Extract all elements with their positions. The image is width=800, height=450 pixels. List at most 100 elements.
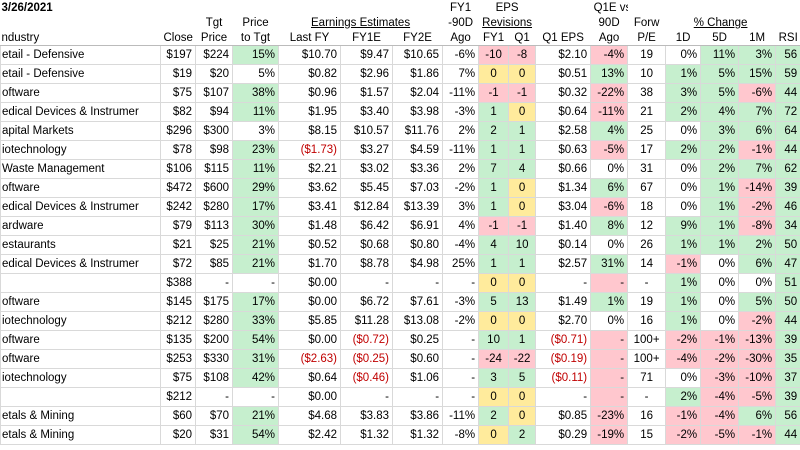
cell: 16: [627, 406, 667, 426]
cell: $1.49: [535, 292, 592, 312]
cell: 0: [508, 387, 537, 407]
cell: 44: [775, 425, 800, 445]
cell: oftware: [0, 292, 161, 312]
cell: 9%: [665, 216, 702, 236]
cell: $280: [195, 311, 234, 331]
cell: $0.00: [278, 330, 342, 350]
cell: $0.14: [535, 235, 592, 255]
cell: $200: [195, 330, 234, 350]
cell: 2%: [665, 140, 702, 160]
cell: 42%: [232, 368, 280, 388]
column-label: FY1: [478, 30, 509, 46]
cell: $300: [195, 121, 234, 141]
cell: $1.57: [340, 83, 394, 103]
cell: 37: [775, 368, 800, 388]
data-row: edical Devices & Instrumer $82 $94 11% $1.95…: [0, 102, 800, 122]
cell: -3%: [442, 102, 480, 122]
data-row: $212- - $0.00- - -0 0- - -2% -4% -5% 39: [0, 387, 800, 407]
cell: $0.60: [392, 349, 444, 369]
cell: $3.83: [340, 406, 394, 426]
cell: -6%: [738, 83, 777, 103]
cell: 16: [627, 311, 667, 331]
cell: 1%: [665, 292, 702, 312]
header-cell: -90D: [448, 16, 474, 29]
data-row: etail - Defensive $197 $224 15% $10.70 $9.47 $…: [0, 45, 800, 65]
cell: -10: [478, 45, 510, 65]
cell: -: [627, 387, 667, 407]
header-cell: Revisions: [482, 16, 533, 29]
cell: 25%: [442, 254, 480, 274]
cell: 64: [775, 121, 800, 141]
cell: $20: [195, 64, 234, 84]
cell: -1%: [738, 140, 777, 160]
cell: 3: [478, 368, 510, 388]
cell: -11%: [442, 406, 480, 426]
cell: 4: [478, 235, 510, 255]
cell: $3.36: [392, 159, 444, 179]
cell: 100+: [627, 349, 667, 369]
cell: 1: [478, 102, 510, 122]
cell: 2%: [738, 235, 777, 255]
cell: $388: [159, 273, 197, 293]
cell: $0.00: [278, 273, 342, 293]
cell: 44: [775, 140, 800, 160]
cell: -8%: [442, 425, 480, 445]
header-cell: % Change: [693, 16, 748, 29]
cell: -4%: [700, 387, 740, 407]
cell: $11.28: [340, 311, 394, 331]
cell: 0: [508, 197, 537, 217]
cell: 4%: [590, 121, 629, 141]
cell: 72: [775, 102, 800, 122]
cell: 2%: [665, 102, 702, 122]
cell: etals & Mining: [0, 425, 161, 445]
cell: -1%: [738, 425, 777, 445]
cell: $0.68: [340, 235, 394, 255]
cell: 15%: [738, 64, 777, 84]
cell: $2.58: [535, 121, 592, 141]
cell: 0%: [700, 292, 740, 312]
cell: -: [590, 330, 629, 350]
data-row: $388- - $0.00- - -0 0- - -1% 0% 0% 51: [0, 273, 800, 293]
cell: 0%: [700, 311, 740, 331]
cell: $0.00: [278, 292, 342, 312]
cell: 38%: [232, 83, 280, 103]
cell: $0.64: [535, 102, 592, 122]
data-row: oftware $145 $175 17% $0.00 $6.72 $7.61 -3% 5 13 $…: [0, 292, 800, 312]
cell: 0%: [700, 254, 740, 274]
cell: 0%: [665, 197, 702, 217]
cell: $2.42: [278, 425, 342, 445]
cell: 2%: [700, 140, 740, 160]
cell: -: [442, 387, 480, 407]
header-cell: [536, 0, 591, 15]
cell: -: [392, 273, 444, 293]
cell: 50: [775, 235, 800, 255]
data-row: oftware $135 $200 54% $0.00 ($0.72) $0.25-10 1(…: [0, 330, 800, 350]
cell: etail - Defensive: [0, 45, 161, 65]
cell: 1%: [665, 311, 702, 331]
cell: 5: [508, 368, 537, 388]
cell: 34: [775, 216, 800, 236]
data-row: edical Devices & Instrumer $72 $85 21% $1.70…: [0, 254, 800, 274]
cell: $5.45: [340, 178, 394, 198]
cell: 3%: [665, 83, 702, 103]
cell: 13%: [590, 64, 629, 84]
cell: 0%: [590, 235, 629, 255]
cell: -2%: [738, 311, 777, 331]
column-label: to Tgt: [232, 30, 279, 46]
cell: -4%: [700, 406, 740, 426]
cell: 1: [478, 140, 510, 160]
cell: 39: [775, 330, 800, 350]
column-label: Ago: [590, 30, 628, 46]
cell: $1.48: [278, 216, 342, 236]
cell: 1: [478, 197, 510, 217]
cell: $0.51: [535, 64, 592, 84]
cell: -: [590, 273, 629, 293]
header-row: 3/26/2021 FY1 EPS Q1E vs: [1, 0, 800, 15]
cell: iotechnology: [0, 140, 161, 160]
cell: 10: [478, 330, 510, 350]
cell: -11%: [442, 83, 480, 103]
cell: $70: [195, 406, 234, 426]
cell: 3%: [232, 121, 280, 141]
cell: 44: [775, 83, 800, 103]
